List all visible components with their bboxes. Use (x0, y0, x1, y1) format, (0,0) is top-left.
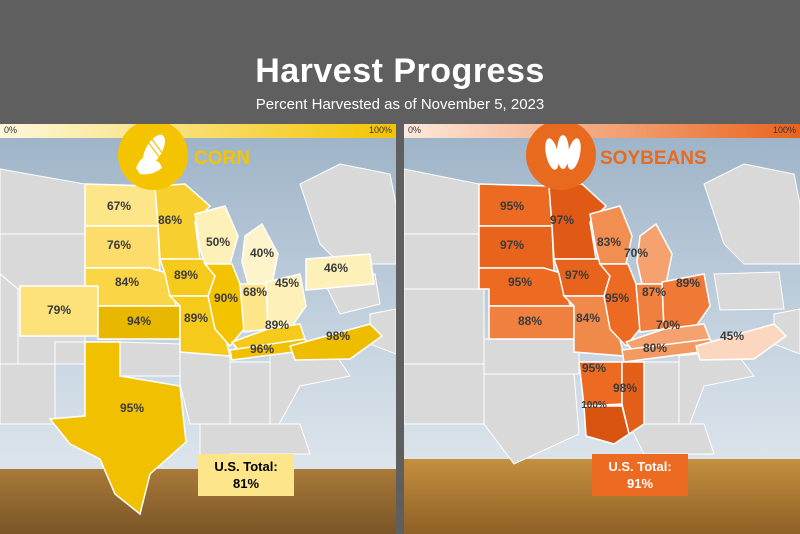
page-title: Harvest Progress (255, 52, 545, 90)
corn-total-box: U.S. Total: 81% (198, 454, 294, 496)
value-MI: 70% (624, 246, 648, 260)
scale-min-label: 0% (4, 125, 18, 135)
value-OH: 45% (275, 276, 299, 290)
soybean-total-value: 91% (626, 476, 654, 491)
value-NE: 95% (508, 275, 532, 289)
soybean-icon (526, 124, 596, 190)
state-MN (548, 183, 608, 260)
value-MN: 86% (158, 213, 182, 227)
soybean-total-label: U.S. Total: (608, 459, 672, 474)
value-CO: 79% (47, 303, 71, 317)
soybean-states (478, 183, 788, 445)
value-KS: 94% (127, 314, 151, 328)
state-MS (621, 361, 645, 436)
soybean-label: SOYBEANS (600, 148, 707, 169)
value-MO: 89% (184, 311, 208, 325)
state-NC (289, 323, 384, 361)
corn-scale: 0% 100% (0, 124, 396, 138)
value-IN: 87% (642, 285, 666, 299)
value-KY: 89% (265, 318, 289, 332)
soybean-state-values: 95% 97% 97% 83% 70% 95% 97% 95% 87% 89% … (500, 199, 744, 411)
soybean-panel: 95% 97% 97% 83% 70% 95% 97% 95% 87% 89% … (404, 124, 800, 534)
value-MI: 40% (250, 246, 274, 260)
value-IL: 90% (214, 291, 238, 305)
value-WI: 50% (206, 235, 230, 249)
value-LA: 100% (581, 400, 607, 411)
state-TX (48, 341, 187, 516)
state-PA (305, 253, 375, 291)
value-IA: 89% (174, 268, 198, 282)
panel-divider (396, 124, 404, 534)
value-AR: 95% (582, 361, 606, 375)
state-IL (598, 263, 641, 348)
value-NE: 84% (115, 275, 139, 289)
value-NC: 45% (720, 329, 744, 343)
corn-total-value: 81% (232, 476, 260, 491)
page-subtitle: Percent Harvested as of November 5, 2023 (255, 96, 545, 113)
state-IL (203, 263, 245, 348)
value-ND: 67% (107, 199, 131, 213)
state-OH (265, 273, 307, 330)
value-IN: 68% (243, 285, 267, 299)
scale-max-label: 100% (772, 125, 796, 135)
value-TN: 80% (643, 341, 667, 355)
soy-scale-bar (404, 124, 800, 138)
corn-map: 67% 86% 76% 50% 40% 84% 89% 90% 68% 45% … (0, 124, 396, 534)
value-KS: 88% (518, 314, 542, 328)
value-NC: 98% (326, 329, 350, 343)
state-OH (661, 273, 711, 330)
value-IA: 97% (565, 268, 589, 282)
corn-label: CORN (194, 148, 250, 169)
value-PA: 46% (324, 261, 348, 275)
value-SD: 97% (500, 238, 524, 252)
header: Harvest Progress Percent Harvested as of… (0, 0, 800, 124)
value-IL: 95% (605, 291, 629, 305)
state-NC (695, 323, 788, 361)
value-KY: 70% (656, 318, 680, 332)
soybean-map: 95% 97% 97% 83% 70% 95% 97% 95% 87% 89% … (404, 124, 800, 534)
corn-state-values: 67% 86% 76% 50% 40% 84% 89% 90% 68% 45% … (47, 199, 350, 415)
soy-scale: 0% 100% (404, 124, 800, 138)
value-MN: 97% (550, 213, 574, 227)
corn-scale-bar (0, 124, 396, 138)
value-SD: 76% (107, 238, 131, 252)
value-TX: 95% (120, 401, 144, 415)
value-OH: 89% (676, 276, 700, 290)
scale-max-label: 100% (368, 125, 392, 135)
value-MS: 98% (613, 381, 637, 395)
state-MN (154, 183, 212, 260)
other-states (404, 163, 800, 465)
corn-total-label: U.S. Total: (214, 459, 278, 474)
corn-states (19, 183, 384, 516)
state-LA (583, 405, 630, 445)
value-WI: 83% (597, 235, 621, 249)
scale-min-label: 0% (408, 125, 422, 135)
value-ND: 95% (500, 199, 524, 213)
corn-icon (118, 124, 188, 190)
soybean-total-box: U.S. Total: 91% (592, 454, 688, 496)
value-MO: 84% (576, 311, 600, 325)
value-TN: 96% (250, 342, 274, 356)
corn-panel: 67% 86% 76% 50% 40% 84% 89% 90% 68% 45% … (0, 124, 396, 534)
